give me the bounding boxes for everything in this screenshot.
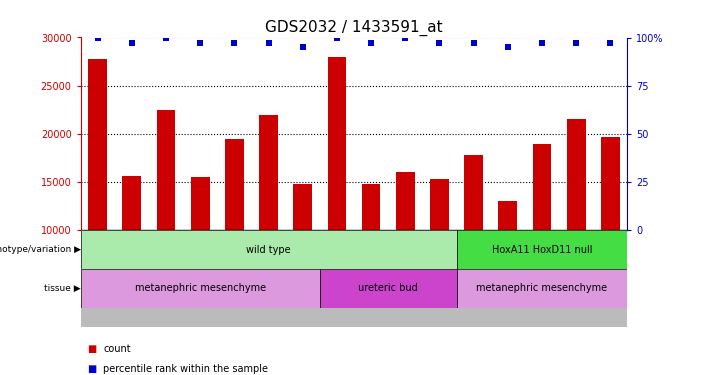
Text: ■: ■ [88, 364, 97, 374]
Point [161, 34, 172, 40]
Bar [566, 120, 585, 327]
Point [195, 40, 206, 46]
Bar [81, 269, 320, 308]
Bar [81, 230, 456, 269]
Text: metanephric mesenchyme: metanephric mesenchyme [135, 283, 266, 293]
Point [92, 34, 103, 40]
Bar [191, 177, 210, 327]
Point [332, 34, 343, 40]
Point [468, 40, 479, 46]
Text: genotype/variation ▶: genotype/variation ▶ [0, 245, 81, 254]
Bar [464, 155, 483, 327]
Text: percentile rank within the sample: percentile rank within the sample [103, 364, 268, 374]
Bar [498, 201, 517, 327]
Bar [362, 184, 381, 327]
Bar [293, 184, 312, 327]
Point [536, 40, 547, 46]
Bar [456, 269, 627, 308]
Bar [123, 176, 142, 327]
Text: metanephric mesenchyme: metanephric mesenchyme [477, 283, 608, 293]
Bar [533, 144, 552, 327]
Point [605, 40, 616, 46]
Bar [430, 179, 449, 327]
Point [297, 44, 308, 50]
Bar [601, 137, 620, 327]
Bar [456, 230, 627, 269]
Point [263, 40, 274, 46]
Bar [88, 59, 107, 327]
Bar [320, 269, 456, 308]
Text: ureteric bud: ureteric bud [358, 283, 418, 293]
Point [502, 44, 513, 50]
Point [126, 40, 137, 46]
Bar [259, 115, 278, 327]
Bar [225, 139, 244, 327]
Text: count: count [103, 344, 130, 354]
Point [434, 40, 445, 46]
Bar [396, 172, 415, 327]
Bar [327, 57, 346, 327]
Bar [81, 230, 627, 327]
Point [365, 40, 376, 46]
Bar [156, 110, 175, 327]
Point [571, 40, 582, 46]
Point [229, 40, 240, 46]
Title: GDS2032 / 1433591_at: GDS2032 / 1433591_at [265, 20, 443, 36]
Text: wild type: wild type [246, 244, 291, 255]
Text: ■: ■ [88, 344, 97, 354]
Text: tissue ▶: tissue ▶ [44, 284, 81, 293]
Point [400, 34, 411, 40]
Text: HoxA11 HoxD11 null: HoxA11 HoxD11 null [491, 244, 592, 255]
